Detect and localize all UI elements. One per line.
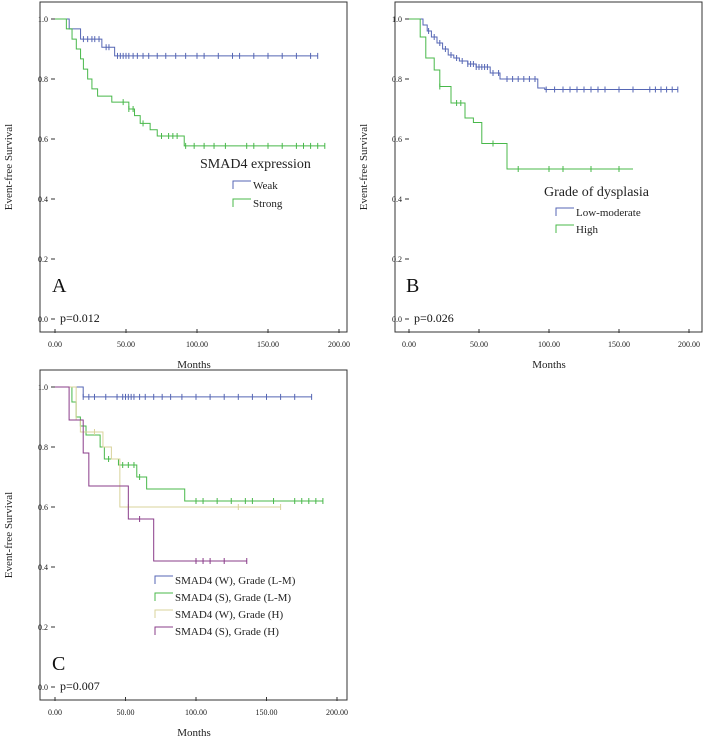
panel-a-curve-weak bbox=[55, 18, 318, 57]
panel-a-y-tick-label: 0.6 bbox=[38, 135, 48, 144]
panel-b-x-tick-label: 0.00 bbox=[402, 340, 416, 349]
panel-c-y-tick-label: 0.8 bbox=[38, 443, 48, 452]
panel-b-y-tick-label: 0.4 bbox=[392, 195, 402, 204]
panel-b-x-tick-label: 100.00 bbox=[538, 340, 560, 349]
panel-b-legend-swatch-high bbox=[555, 224, 574, 233]
panel-a-y-tick-label: 0.4 bbox=[38, 195, 48, 204]
panel-c-x-tick-label: 150.00 bbox=[256, 708, 278, 717]
panel-a-y-tick-label: 0.8 bbox=[38, 75, 48, 84]
panel-b-x-tick-label: 150.00 bbox=[608, 340, 630, 349]
panel-a-legend-label-weak: Weak bbox=[253, 180, 278, 192]
panel-a-x-axis-label: Months bbox=[177, 359, 211, 371]
panel-b-legend-label-high: High bbox=[576, 224, 599, 236]
panel-b-y-tick-label: 1.0 bbox=[392, 15, 402, 24]
panel-b-y-axis-label: Event-free Survival bbox=[358, 124, 370, 210]
panel-a-x-tick-label: 200.00 bbox=[328, 340, 350, 349]
panel-b-y-tick-label: 0.2 bbox=[392, 255, 402, 264]
panel-a-x-tick-label: 50.00 bbox=[117, 340, 135, 349]
panel-c-curve-smad4-s-grade-h bbox=[55, 386, 247, 562]
panel-a-curves bbox=[55, 18, 326, 149]
panel-a-y-tick-label: 0.2 bbox=[38, 255, 48, 264]
panel-b-legend: Low-moderate High bbox=[555, 207, 641, 236]
panel-b-p-value: p=0.026 bbox=[414, 311, 454, 325]
panel-a-legend-swatch-strong bbox=[232, 198, 251, 207]
panel-a-legend-label-strong: Strong bbox=[253, 198, 283, 210]
panel-a: 0.0 0.2 0.4 0.6 0.8 1.0 0.00 50.00 100.00 150.00 2… bbox=[3, 1, 350, 371]
panel-b-x-tick-label: 200.00 bbox=[678, 340, 700, 349]
panel-a-curve-strong bbox=[55, 18, 325, 147]
panel-c: 0.0 0.2 0.4 0.6 0.8 1.0 0.00 50.00 100.00 150.00 2… bbox=[3, 369, 348, 739]
panel-c-legend-swatch-smad4-w-grade-l-m bbox=[154, 575, 173, 584]
panel-c-legend-swatch-smad4-w-grade-h bbox=[154, 609, 173, 618]
panel-a-x-tick-label: 150.00 bbox=[257, 340, 279, 349]
panel-c-curves bbox=[55, 386, 324, 564]
panel-c-x-tick-label: 50.00 bbox=[117, 708, 135, 717]
panel-a-frame bbox=[39, 1, 348, 333]
panel-c-legend-label-smad4-s-grade-h: SMAD4 (S), Grade (H) bbox=[175, 626, 279, 638]
panel-c-legend-swatch-smad4-s-grade-h bbox=[154, 626, 173, 635]
panel-b-axes: 0.0 0.2 0.4 0.6 0.8 1.0 0.00 50.00 100.00 150.00 2… bbox=[392, 15, 700, 349]
panel-a-letter: A bbox=[52, 275, 67, 297]
panel-c-x-axis-label: Months bbox=[177, 727, 211, 739]
panel-c-y-tick-label: 1.0 bbox=[38, 383, 48, 392]
panel-a-legend-title: SMAD4 expression bbox=[200, 157, 311, 172]
panel-c-p-value: p=0.007 bbox=[60, 679, 100, 693]
panel-a-x-tick-label: 100.00 bbox=[186, 340, 208, 349]
panel-b-legend-swatch-low-moderate bbox=[555, 207, 574, 216]
panel-a-y-tick-label: 0.0 bbox=[38, 315, 48, 324]
panel-b-x-tick-label: 50.00 bbox=[470, 340, 488, 349]
panel-a-axes: 0.0 0.2 0.4 0.6 0.8 1.0 0.00 50.00 100.00 150.00 2… bbox=[38, 15, 350, 349]
panel-a-x-tick-label: 0.00 bbox=[48, 340, 62, 349]
panel-b-y-tick-label: 0.8 bbox=[392, 75, 402, 84]
panel-c-letter: C bbox=[52, 653, 65, 675]
panel-b-y-tick-label: 0.0 bbox=[392, 315, 402, 324]
panel-c-curve-smad4-w-grade-h bbox=[55, 386, 281, 508]
panel-b-legend-title: Grade of dysplasia bbox=[544, 185, 650, 200]
panel-a-y-tick-label: 1.0 bbox=[38, 15, 48, 24]
panel-b-legend-label-low-moderate: Low-moderate bbox=[576, 207, 641, 219]
panel-c-y-tick-label: 0.6 bbox=[38, 503, 48, 512]
panel-c-y-tick-label: 0.2 bbox=[38, 623, 48, 632]
panel-a-y-axis-label: Event-free Survival bbox=[3, 124, 15, 210]
panel-b-letter: B bbox=[406, 275, 419, 297]
panel-c-x-tick-label: 200.00 bbox=[326, 708, 348, 717]
panel-c-legend: SMAD4 (W), Grade (L-M) SMAD4 (S), Grade (… bbox=[154, 575, 296, 638]
panel-b-curve-high bbox=[409, 18, 633, 170]
panel-c-x-tick-label: 100.00 bbox=[185, 708, 207, 717]
panel-a-legend: Weak Strong bbox=[232, 180, 283, 210]
panel-b: 0.0 0.2 0.4 0.6 0.8 1.0 0.00 50.00 100.00 150.00 2… bbox=[358, 1, 703, 371]
panel-b-y-tick-label: 0.6 bbox=[392, 135, 402, 144]
panel-a-p-value: p=0.012 bbox=[60, 311, 100, 325]
panel-c-frame bbox=[39, 369, 348, 701]
panel-c-axes: 0.0 0.2 0.4 0.6 0.8 1.0 0.00 50.00 100.00 150.00 2… bbox=[38, 383, 348, 717]
panel-c-y-tick-label: 0.0 bbox=[38, 683, 48, 692]
panel-c-x-tick-label: 0.00 bbox=[48, 708, 62, 717]
panel-c-legend-label-smad4-w-grade-h: SMAD4 (W), Grade (H) bbox=[175, 609, 283, 621]
panel-b-curves bbox=[409, 18, 679, 172]
panel-c-legend-swatch-smad4-s-grade-l-m bbox=[154, 592, 173, 601]
panel-b-x-axis-label: Months bbox=[532, 359, 566, 371]
panel-c-y-axis-label: Event-free Survival bbox=[3, 492, 15, 578]
panel-a-legend-swatch-weak bbox=[232, 180, 251, 189]
panel-c-y-tick-label: 0.4 bbox=[38, 563, 48, 572]
panel-c-legend-label-smad4-s-grade-l-m: SMAD4 (S), Grade (L-M) bbox=[175, 592, 291, 604]
panel-c-legend-label-smad4-w-grade-l-m: SMAD4 (W), Grade (L-M) bbox=[175, 575, 296, 587]
